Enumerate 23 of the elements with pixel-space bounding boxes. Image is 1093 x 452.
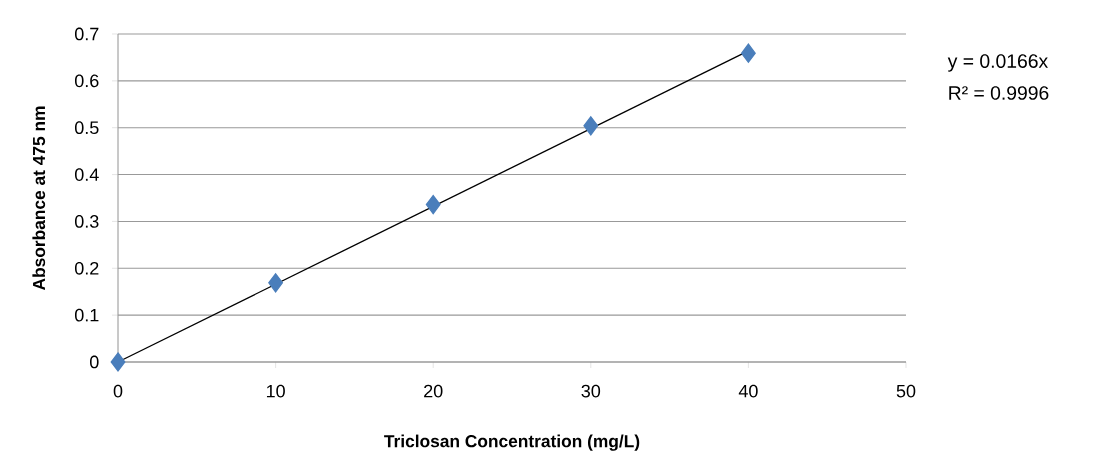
y-tick-label: 0.1	[74, 308, 99, 322]
x-axis-title: Triclosan Concentration (mg/L)	[384, 434, 640, 451]
x-tick-label: 20	[424, 384, 443, 398]
y-tick-label: 0.3	[74, 215, 99, 228]
point	[583, 116, 599, 136]
text: R² = 0.9996	[949, 86, 1049, 100]
y-tick-label: 0.4	[74, 168, 99, 181]
y-tick-label: 0	[90, 355, 99, 369]
x-tick-label: 30	[581, 384, 601, 398]
y-axis-title: Absorbance at 475 nm	[32, 106, 46, 291]
y-tick-label: 0.2	[74, 261, 99, 275]
point	[740, 43, 756, 63]
text: y = 0.0166x	[947, 54, 1048, 72]
point	[425, 194, 441, 215]
point	[110, 352, 126, 372]
x-tick-label: 50	[896, 384, 916, 398]
x-tick-label: 10	[266, 384, 285, 398]
y-tick-label: 0.7	[74, 27, 99, 41]
point	[268, 273, 284, 293]
x-tick-label: 40	[738, 384, 758, 398]
y-tick-label: 0.6	[74, 74, 99, 88]
x-tick-label: 0	[113, 384, 123, 398]
y-tick-label: 0.5	[74, 121, 99, 135]
